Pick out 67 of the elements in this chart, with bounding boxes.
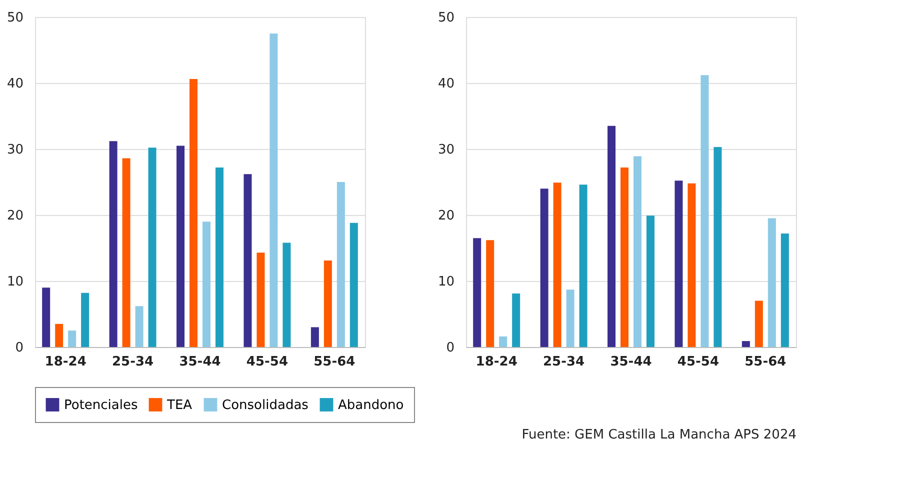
bar — [579, 184, 588, 347]
y-tick-label: 30 — [6, 142, 24, 158]
y-tick-label: 0 — [15, 340, 24, 356]
y-tick-label: 50 — [6, 10, 24, 26]
x-tick-label: 45-54 — [246, 354, 288, 370]
bar — [742, 341, 750, 347]
bar — [768, 218, 776, 347]
bar — [512, 294, 520, 347]
bar — [55, 324, 64, 347]
bar — [780, 233, 789, 347]
y-tick-label: 40 — [438, 76, 454, 92]
bar — [566, 290, 574, 347]
bar — [202, 222, 210, 347]
legend-label: Abandono — [338, 398, 404, 413]
bar — [553, 182, 562, 347]
bar — [122, 158, 130, 347]
bar — [135, 306, 144, 347]
y-tick-label: 40 — [6, 76, 24, 92]
x-tick-label: 25-34 — [543, 354, 585, 370]
y-tick-label: 30 — [438, 142, 454, 158]
y-tick-label: 10 — [438, 274, 454, 290]
bar — [499, 336, 508, 347]
y-tick-label: 50 — [438, 10, 454, 26]
x-tick-label: 18-24 — [476, 354, 518, 370]
bar — [674, 180, 683, 347]
x-tick-label: 45-54 — [677, 354, 719, 370]
bar — [310, 327, 319, 347]
bar — [324, 260, 332, 347]
bar — [540, 188, 548, 347]
bar — [148, 148, 156, 347]
bar — [68, 330, 76, 347]
x-tick-label: 55-64 — [744, 354, 786, 370]
x-tick-label: 35-44 — [179, 354, 221, 370]
x-tick-label: 55-64 — [314, 354, 356, 370]
bar — [754, 300, 763, 347]
bar — [270, 34, 278, 347]
bar — [336, 182, 345, 347]
source-note: Fuente: GEM Castilla La Mancha APS 2024 — [522, 428, 796, 442]
x-tick-label: 35-44 — [610, 354, 652, 370]
bar — [486, 240, 494, 347]
bar — [109, 141, 118, 347]
legend-label: Potenciales — [64, 398, 138, 413]
legend-label: Consolidadas — [222, 398, 309, 413]
y-tick-label: 10 — [6, 274, 24, 290]
bar — [714, 147, 722, 347]
legend-label: TEA — [166, 398, 192, 413]
bar — [282, 242, 291, 347]
y-tick-label: 20 — [438, 208, 454, 224]
bar — [244, 174, 252, 347]
bar — [633, 156, 642, 347]
y-tick-label: 0 — [446, 340, 454, 356]
bar — [190, 79, 198, 347]
bar — [256, 252, 265, 347]
bar — [42, 288, 50, 347]
y-tick-label: 20 — [6, 208, 24, 224]
bar — [688, 183, 696, 347]
bar — [215, 167, 224, 347]
x-tick-label: 18-24 — [44, 354, 86, 370]
bar — [176, 146, 185, 347]
x-tick-label: 25-34 — [112, 354, 154, 370]
bar — [700, 75, 709, 347]
bar — [620, 167, 629, 347]
bar — [646, 216, 654, 347]
bar — [81, 292, 90, 347]
bar — [608, 126, 616, 347]
bar — [473, 238, 482, 347]
bar — [350, 222, 358, 347]
